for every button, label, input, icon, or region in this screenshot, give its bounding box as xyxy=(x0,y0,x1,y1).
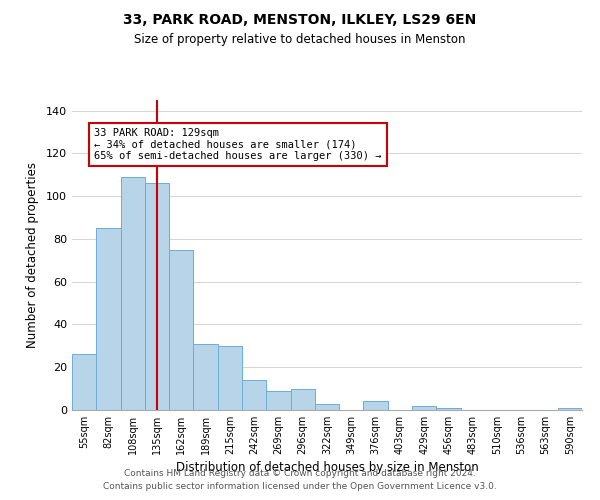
Bar xyxy=(193,344,218,410)
Bar xyxy=(364,402,388,410)
Text: 33 PARK ROAD: 129sqm
← 34% of detached houses are smaller (174)
65% of semi-deta: 33 PARK ROAD: 129sqm ← 34% of detached h… xyxy=(94,128,382,161)
Bar xyxy=(218,346,242,410)
Bar xyxy=(290,388,315,410)
Bar xyxy=(558,408,582,410)
Bar xyxy=(315,404,339,410)
Bar xyxy=(96,228,121,410)
Bar xyxy=(72,354,96,410)
Bar xyxy=(121,177,145,410)
Bar xyxy=(145,184,169,410)
Bar xyxy=(242,380,266,410)
Text: Contains HM Land Registry data © Crown copyright and database right 2024.: Contains HM Land Registry data © Crown c… xyxy=(124,468,476,477)
X-axis label: Distribution of detached houses by size in Menston: Distribution of detached houses by size … xyxy=(176,461,478,474)
Text: 33, PARK ROAD, MENSTON, ILKLEY, LS29 6EN: 33, PARK ROAD, MENSTON, ILKLEY, LS29 6EN xyxy=(124,12,476,26)
Text: Size of property relative to detached houses in Menston: Size of property relative to detached ho… xyxy=(134,32,466,46)
Text: Contains public sector information licensed under the Open Government Licence v3: Contains public sector information licen… xyxy=(103,482,497,491)
Y-axis label: Number of detached properties: Number of detached properties xyxy=(26,162,39,348)
Bar xyxy=(436,408,461,410)
Bar xyxy=(412,406,436,410)
Bar xyxy=(266,391,290,410)
Bar xyxy=(169,250,193,410)
